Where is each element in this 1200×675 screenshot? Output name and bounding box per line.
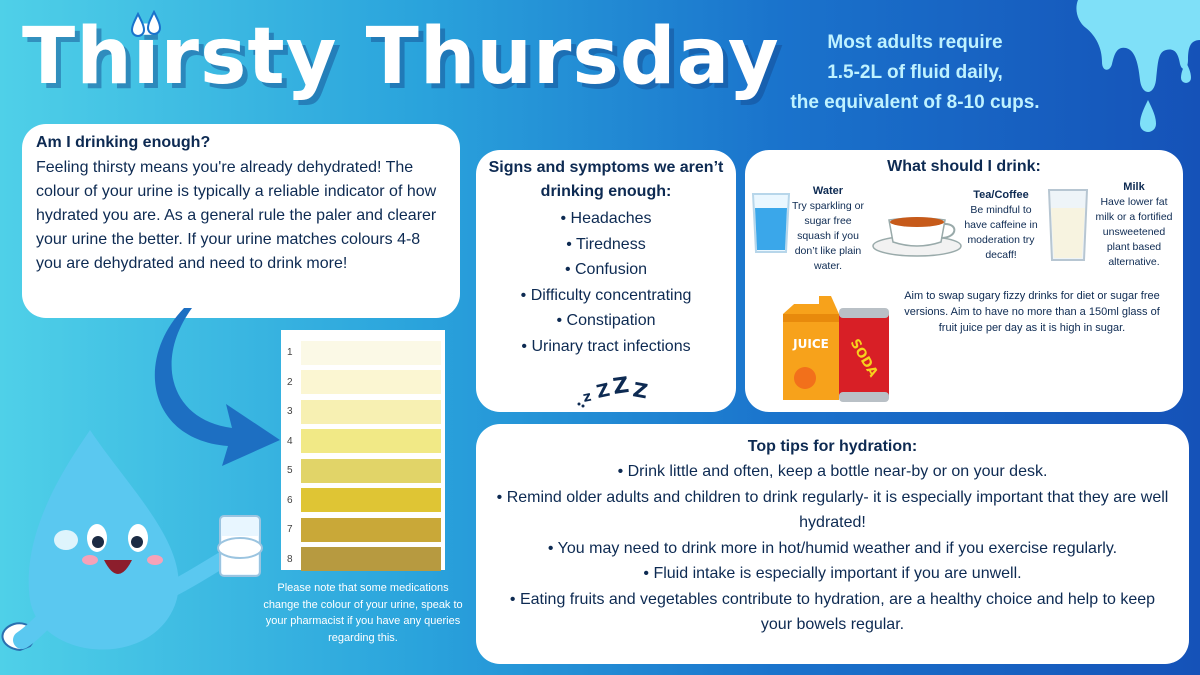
water-title: Water — [812, 185, 844, 197]
urine-level-row: 5 — [285, 456, 441, 486]
tip-item: • You may need to drink more in hot/humi… — [547, 539, 1118, 557]
symptoms-heading: Signs and symptoms we aren’t drinking en… — [488, 159, 724, 200]
tea-title: Tea/Coffee — [973, 189, 1029, 201]
urine-level-swatch — [301, 370, 441, 395]
urine-colour-chart: 1 2 3 4 5 6 7 8 — [281, 330, 445, 572]
urine-level-label: 7 — [287, 524, 293, 536]
top-tips-card: Top tips for hydration: • Drink little a… — [476, 424, 1189, 664]
milk-title: Milk — [1123, 181, 1145, 193]
sleep-zzz-icon: z Z Z Z — [577, 373, 650, 408]
urine-level-label: 1 — [287, 347, 293, 359]
svg-text:Z: Z — [631, 377, 649, 403]
urine-level-swatch — [301, 458, 441, 483]
symptom-item: • Urinary tract infections — [521, 337, 691, 355]
curved-arrow-icon — [154, 308, 280, 466]
symptom-item: • Confusion — [564, 261, 648, 278]
symptoms-card: Signs and symptoms we aren’t drinking en… — [476, 150, 736, 412]
milk-option: Milk Have lower fat milk or a fortified … — [1091, 180, 1177, 270]
tea-text: Be mindful to have caffeine in moderatio… — [964, 204, 1038, 261]
urine-level-row: 6 — [285, 486, 441, 516]
fluid-note-line-1: Most adults require — [827, 32, 1003, 53]
urine-level-swatch — [301, 488, 441, 513]
tip-item: • Drink little and often, keep a bottle … — [617, 463, 1048, 480]
tip-item: • Eating fruits and vegetables contribut… — [509, 590, 1156, 634]
tips-heading: Top tips for hydration: — [747, 438, 918, 455]
water-drops-icon — [130, 10, 162, 37]
symptom-item: • Constipation — [556, 312, 656, 329]
urine-level-row: 1 — [285, 338, 441, 368]
swap-drinks-note: Aim to swap sugary fizzy drinks for diet… — [904, 290, 1160, 334]
milk-glass-icon — [1047, 189, 1089, 261]
milk-text: Have lower fat milk or a fortified unswe… — [1095, 196, 1173, 268]
urine-level-swatch — [301, 429, 441, 454]
juice-and-soda-icon: JUICE SODA — [783, 296, 889, 402]
urine-level-swatch — [301, 517, 441, 542]
medication-note: Please note that some medications change… — [263, 582, 463, 644]
what-to-drink-card: What should I drink: Water Try sparkling… — [745, 150, 1183, 412]
urine-level-row: 2 — [285, 368, 441, 398]
urine-level-label: 3 — [287, 406, 293, 418]
urine-level-row: 4 — [285, 427, 441, 457]
urine-level-row: 7 — [285, 515, 441, 545]
urine-level-swatch — [301, 399, 441, 424]
svg-text:Z: Z — [611, 373, 630, 400]
intro-body: Feeling thirsty means you're already deh… — [36, 159, 437, 272]
urine-level-label: 4 — [287, 435, 293, 447]
symptoms-list: • Headaches • Tiredness • Confusion • Di… — [486, 206, 726, 359]
water-text: Try sparkling or sugar free squash if yo… — [792, 200, 864, 272]
urine-level-label: 5 — [287, 465, 293, 477]
tip-item: • Fluid intake is especially important i… — [643, 565, 1022, 582]
juice-label: JUICE — [792, 337, 829, 351]
water-glass-icon — [751, 193, 791, 253]
symptom-item: • Difficulty concentrating — [520, 286, 692, 304]
svg-text:Z: Z — [595, 380, 612, 403]
urine-level-swatch — [301, 340, 441, 365]
urine-level-swatch — [301, 547, 441, 572]
urine-level-label: 2 — [287, 376, 293, 388]
urine-level-label: 6 — [287, 494, 293, 506]
intro-card: Am I drinking enough? Feeling thirsty me… — [22, 124, 460, 318]
urine-level-label: 8 — [287, 553, 293, 565]
intro-heading: Am I drinking enough? — [36, 134, 211, 151]
drink-heading: What should I drink: — [887, 158, 1041, 175]
urine-level-row: 8 — [285, 545, 441, 575]
fluid-note-line-3: the equivalent of 8-10 cups. — [790, 92, 1040, 113]
fluid-requirement-note: Most adults require 1.5-2L of fluid dail… — [760, 28, 1070, 118]
water-option: Water Try sparkling or sugar free squash… — [789, 184, 867, 274]
tips-list: • Drink little and often, keep a bottle … — [496, 459, 1169, 638]
tea-cup-icon — [872, 217, 962, 257]
urine-level-row: 3 — [285, 397, 441, 427]
water-drip-icon — [1076, 0, 1200, 132]
svg-text:z: z — [582, 389, 593, 406]
tip-item: • Remind older adults and children to dr… — [496, 488, 1169, 532]
symptom-item: • Tiredness — [566, 235, 646, 253]
fluid-note-line-2: 1.5-2L of fluid daily, — [827, 62, 1003, 83]
symptom-item: • Headaches — [560, 210, 652, 227]
tea-coffee-option: Tea/Coffee Be mindful to have caffeine i… — [963, 188, 1039, 263]
water-drop-mascot-icon — [1, 430, 263, 652]
